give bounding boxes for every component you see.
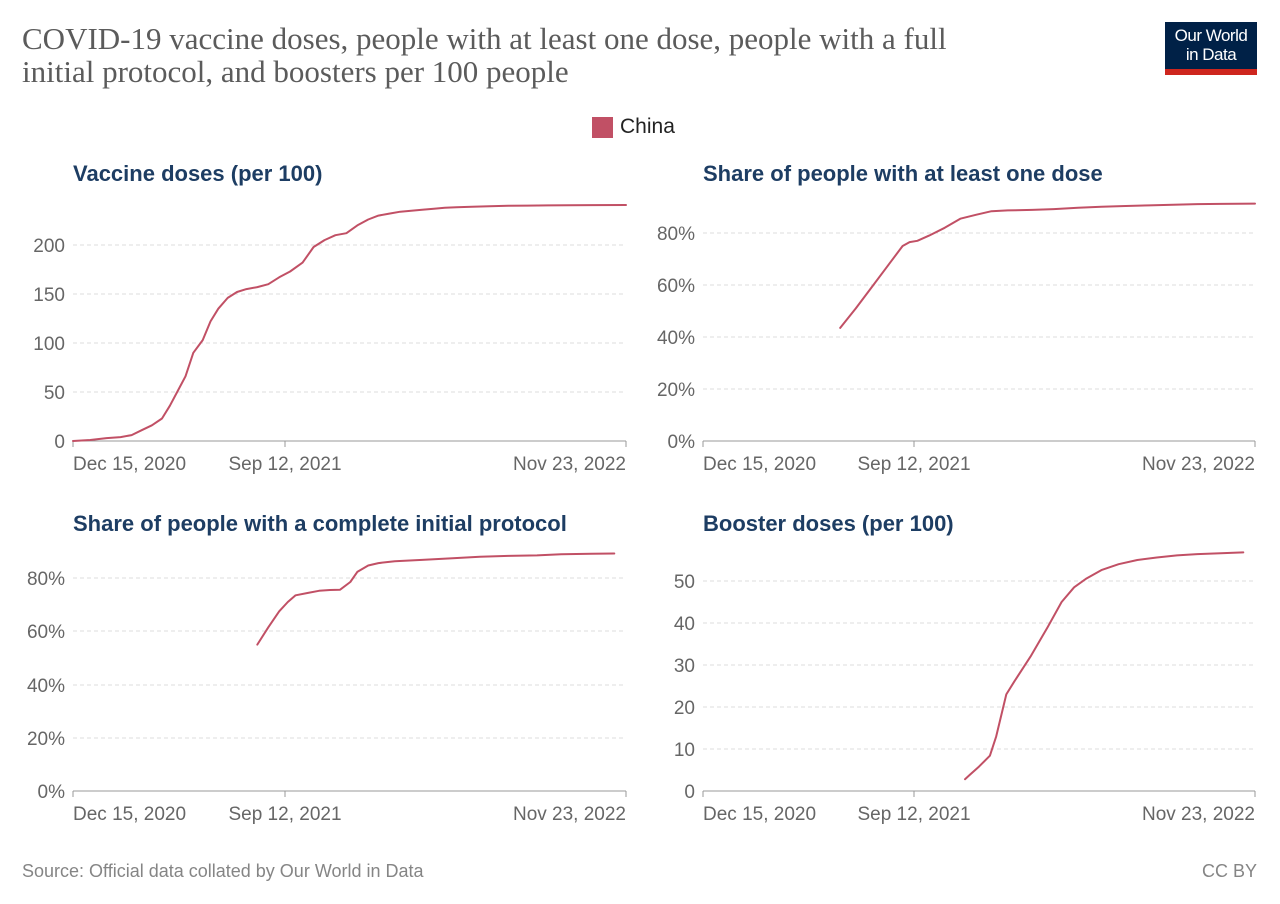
logo-line-1: Our World: [1174, 26, 1248, 45]
x-tick-label: Sep 12, 2021: [857, 804, 970, 825]
y-tick-label: 80%: [657, 224, 695, 245]
x-tick-label: Dec 15, 2020: [703, 454, 816, 475]
x-tick-label: Nov 23, 2022: [513, 454, 626, 475]
x-tick-label: Sep 12, 2021: [228, 454, 341, 475]
series-line-china[interactable]: [72, 204, 627, 442]
source-note: Source: Official data collated by Our Wo…: [22, 861, 424, 881]
y-tick-label: 50: [44, 383, 65, 404]
y-tick-label: 20%: [657, 380, 695, 401]
panel-title-complete-protocol: Share of people with a complete initial …: [73, 511, 567, 536]
x-tick-label: Nov 23, 2022: [1142, 454, 1255, 475]
y-tick-label: 40%: [657, 328, 695, 349]
legend-swatch-china: [592, 116, 613, 138]
y-tick-label: 40: [674, 614, 695, 635]
y-tick-label: 40%: [27, 676, 65, 697]
y-tick-label: 0: [54, 432, 65, 453]
y-tick-label: 0%: [668, 432, 696, 453]
x-tick-label: Nov 23, 2022: [513, 804, 626, 825]
chart-title-line-2: initial protocol, and boosters per 100 p…: [22, 54, 569, 89]
y-tick-label: 200: [33, 236, 65, 257]
x-tick-label: Dec 15, 2020: [703, 804, 816, 825]
series-line-china[interactable]: [839, 202, 1256, 329]
panel-title-vaccine-doses: Vaccine doses (per 100): [73, 161, 323, 186]
logo-line-2: in Data: [1185, 45, 1237, 64]
y-tick-label: 60%: [657, 276, 695, 297]
y-tick-label: 20: [674, 698, 695, 719]
x-tick-label: Sep 12, 2021: [857, 454, 970, 475]
x-tick-label: Dec 15, 2020: [73, 804, 186, 825]
series-line-china[interactable]: [964, 551, 1245, 781]
chart-title: COVID-19 vaccine doses, people with at l…: [22, 22, 1022, 88]
series-line-china[interactable]: [256, 552, 616, 646]
panel-title-at-least-one-dose: Share of people with at least one dose: [703, 161, 1103, 186]
x-tick-label: Sep 12, 2021: [228, 804, 341, 825]
y-tick-label: 100: [33, 334, 65, 355]
y-tick-label: 150: [33, 285, 65, 306]
y-tick-label: 10: [674, 740, 695, 761]
x-tick-label: Nov 23, 2022: [1142, 804, 1255, 825]
panel-title-booster-doses: Booster doses (per 100): [703, 511, 954, 536]
x-tick-label: Dec 15, 2020: [73, 454, 186, 475]
y-tick-label: 20%: [27, 729, 65, 750]
legend-label-china: China: [620, 115, 675, 138]
y-tick-label: 30: [674, 656, 695, 677]
y-tick-label: 80%: [27, 569, 65, 590]
legend[interactable]: China: [592, 115, 675, 139]
logo-accent-bar: [1165, 69, 1257, 75]
y-tick-label: 50: [674, 572, 695, 593]
license-link[interactable]: CC BY: [1201, 861, 1257, 881]
chart-title-line-1: COVID-19 vaccine doses, people with at l…: [22, 21, 947, 56]
y-tick-label: 0: [684, 782, 695, 803]
y-tick-label: 0%: [38, 782, 66, 803]
y-tick-label: 60%: [27, 622, 65, 643]
owid-logo[interactable]: Our World in Data: [1165, 22, 1257, 75]
